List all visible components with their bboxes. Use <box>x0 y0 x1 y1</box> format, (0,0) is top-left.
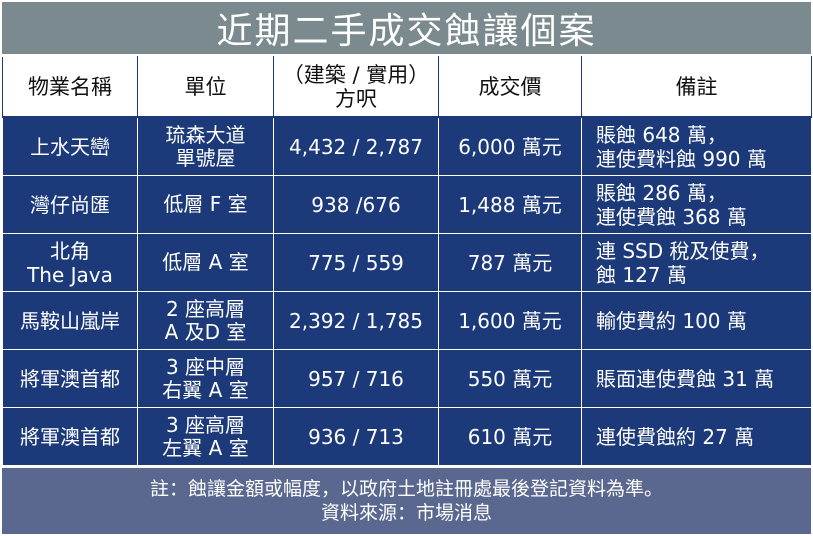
cell-unit-line: 右翼 A 室 <box>162 377 249 402</box>
cell-remarks-line: 輸使費約 100 萬 <box>596 308 747 333</box>
table-row: 將軍澳首都 3 座中層 右翼 A 室 957 / 716 550 萬元 賬面連使費蝕 31… <box>2 349 812 408</box>
cell-property: 灣仔尚匯 <box>2 175 138 234</box>
header-area-line1: （建築 / 實用） <box>282 62 430 87</box>
cell-unit-line: 單號屋 <box>175 145 236 170</box>
header-area-line2: 方呎 <box>335 86 377 111</box>
header-row: 物業名稱 單位 （建築 / 實用） 方呎 成交價 備註 <box>2 56 812 118</box>
cell-unit-line: 左翼 A 室 <box>162 435 249 460</box>
cell-remarks-line: 連使費蝕 368 萬 <box>596 204 747 229</box>
header-remarks: 備註 <box>581 56 812 118</box>
table-row: 將軍澳首都 3 座高層 左翼 A 室 936 / 713 610 萬元 連使費蝕約 27 … <box>2 407 812 466</box>
cell-unit-line: 3 座中層 <box>165 354 246 379</box>
table-row: 馬鞍山嵐岸 2 座高層 A 及D 室 2,392 / 1,785 1,600 萬元 輸使費… <box>2 291 812 350</box>
table-row: 灣仔尚匯 低層 F 室 938 /676 1,488 萬元 賬蝕 286 萬， 連使費蝕 … <box>2 175 812 234</box>
cell-unit-line: 3 座高層 <box>165 412 246 437</box>
cell-property-line: 北角 <box>50 238 90 263</box>
cell-unit: 琉森大道 單號屋 <box>137 116 274 176</box>
cell-remarks: 連使費蝕約 27 萬 <box>581 407 812 466</box>
cell-unit-line: 低層 F 室 <box>163 192 248 216</box>
header-property: 物業名稱 <box>2 56 138 118</box>
cell-remarks-line: 連使費料蝕 990 萬 <box>596 146 767 171</box>
cell-remarks-line: 賬蝕 286 萬， <box>596 180 727 205</box>
footer-source: 資料來源：市場消息 <box>320 502 492 524</box>
cell-property: 馬鞍山嵐岸 <box>2 291 138 350</box>
cell-unit: 3 座中層 右翼 A 室 <box>137 349 274 408</box>
cell-price: 1,488 萬元 <box>438 175 582 234</box>
cell-area: 4,432 / 2,787 <box>273 116 439 176</box>
cell-remarks: 賬蝕 648 萬， 連使費料蝕 990 萬 <box>581 116 812 176</box>
cell-property-line: 將軍澳首都 <box>20 424 120 449</box>
cell-unit: 3 座高層 左翼 A 室 <box>137 407 274 466</box>
cell-unit: 2 座高層 A 及D 室 <box>137 291 274 350</box>
cell-remarks-line: 蝕 127 萬 <box>596 262 687 287</box>
cell-remarks-line: 賬蝕 648 萬， <box>596 122 727 147</box>
cell-property-line: 將軍澳首都 <box>20 366 120 391</box>
cell-property: 上水天巒 <box>2 116 138 176</box>
footer-note: 註：蝕讓金額或幅度，以政府土地註冊處最後登記資料為準。 資料來源：市場消息 <box>2 468 811 534</box>
header-price: 成交價 <box>438 56 582 118</box>
cell-unit-line: A 及D 室 <box>164 319 247 344</box>
cell-area: 775 / 559 <box>273 233 439 292</box>
cell-unit: 低層 F 室 <box>137 175 274 234</box>
table-body: 上水天巒 琉森大道 單號屋 4,432 / 2,787 6,000 萬元 賬蝕 648 萬… <box>2 116 812 466</box>
cell-property: 北角 The Java <box>2 233 138 292</box>
table-row: 上水天巒 琉森大道 單號屋 4,432 / 2,787 6,000 萬元 賬蝕 648 萬… <box>2 116 812 176</box>
cell-property-line: 灣仔尚匯 <box>30 192 110 217</box>
cell-area: 936 / 713 <box>273 407 439 466</box>
cell-remarks: 輸使費約 100 萬 <box>581 291 812 350</box>
cell-price: 6,000 萬元 <box>438 116 582 176</box>
cell-property: 將軍澳首都 <box>2 349 138 408</box>
cell-price: 787 萬元 <box>438 233 582 292</box>
header-unit: 單位 <box>137 56 274 118</box>
cell-remarks-line: 連 SSD 稅及使費， <box>596 238 770 263</box>
cell-price: 550 萬元 <box>438 349 582 408</box>
header-area: （建築 / 實用） 方呎 <box>273 56 439 118</box>
cell-price: 1,600 萬元 <box>438 291 582 350</box>
cell-area: 957 / 716 <box>273 349 439 408</box>
cell-area: 2,392 / 1,785 <box>273 291 439 350</box>
cell-unit: 低層 A 室 <box>137 233 274 292</box>
cell-property: 將軍澳首都 <box>2 407 138 466</box>
cell-price: 610 萬元 <box>438 407 582 466</box>
cell-property-line: The Java <box>27 262 113 287</box>
cell-remarks-line: 賬面連使費蝕 31 萬 <box>596 366 775 391</box>
cell-unit-line: 2 座高層 <box>165 296 246 321</box>
cell-unit-line: 低層 A 室 <box>162 250 249 274</box>
footer-disclaimer: 註：蝕讓金額或幅度，以政府土地註冊處最後登記資料為準。 <box>149 478 663 500</box>
table-row: 北角 The Java 低層 A 室 775 / 559 787 萬元連 SSD 稅及使… <box>2 233 812 292</box>
cell-remarks: 連 SSD 稅及使費，蝕 127 萬 <box>581 233 812 292</box>
cell-remarks: 賬面連使費蝕 31 萬 <box>581 349 812 408</box>
cell-property-line: 馬鞍山嵐岸 <box>20 308 120 333</box>
cell-property-line: 上水天巒 <box>30 134 110 159</box>
cell-unit-line: 琉森大道 <box>165 122 246 147</box>
cell-remarks: 賬蝕 286 萬， 連使費蝕 368 萬 <box>581 175 812 234</box>
table-title: 近期二手成交蝕讓個案 <box>2 2 811 54</box>
cell-remarks-line: 連使費蝕約 27 萬 <box>596 424 755 449</box>
cell-area: 938 /676 <box>273 175 439 234</box>
transactions-table: 物業名稱 單位 （建築 / 實用） 方呎 成交價 備註 上水天巒 琉森大道 單號屋 4… <box>2 56 812 466</box>
